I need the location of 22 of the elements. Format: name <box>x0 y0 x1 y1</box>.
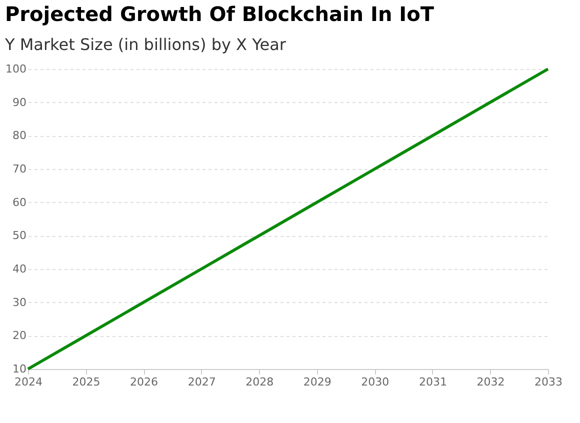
x-tick-label: 2025 <box>72 376 100 388</box>
x-tick-label: 2027 <box>188 376 216 388</box>
x-tick-label: 2030 <box>361 376 390 388</box>
y-tick-label: 90 <box>12 96 26 109</box>
x-tick-label: 2026 <box>130 376 158 388</box>
y-tick-label: 60 <box>12 196 26 209</box>
y-tick-label: 10 <box>12 362 26 376</box>
y-tick-label: 20 <box>12 329 26 342</box>
x-tick-label: 2024 <box>14 376 42 388</box>
y-tick-label: 40 <box>12 262 26 276</box>
x-tick-label: 2033 <box>534 376 562 388</box>
chart-title: Projected Growth Of Blockchain In IoT <box>5 2 434 26</box>
chart-subtitle: Y Market Size (in billions) by X Year <box>4 35 286 54</box>
x-tick-label: 2031 <box>418 376 447 388</box>
x-tick-label: 2028 <box>246 376 274 388</box>
y-tick-label: 100 <box>6 62 26 76</box>
x-tick-label: 2032 <box>476 376 505 388</box>
y-tick-label: 70 <box>12 162 26 176</box>
y-tick-label: 80 <box>12 129 26 142</box>
x-tick-label: 2029 <box>303 376 332 388</box>
y-tick-label: 50 <box>12 229 26 242</box>
y-tick-label: 30 <box>12 296 26 309</box>
